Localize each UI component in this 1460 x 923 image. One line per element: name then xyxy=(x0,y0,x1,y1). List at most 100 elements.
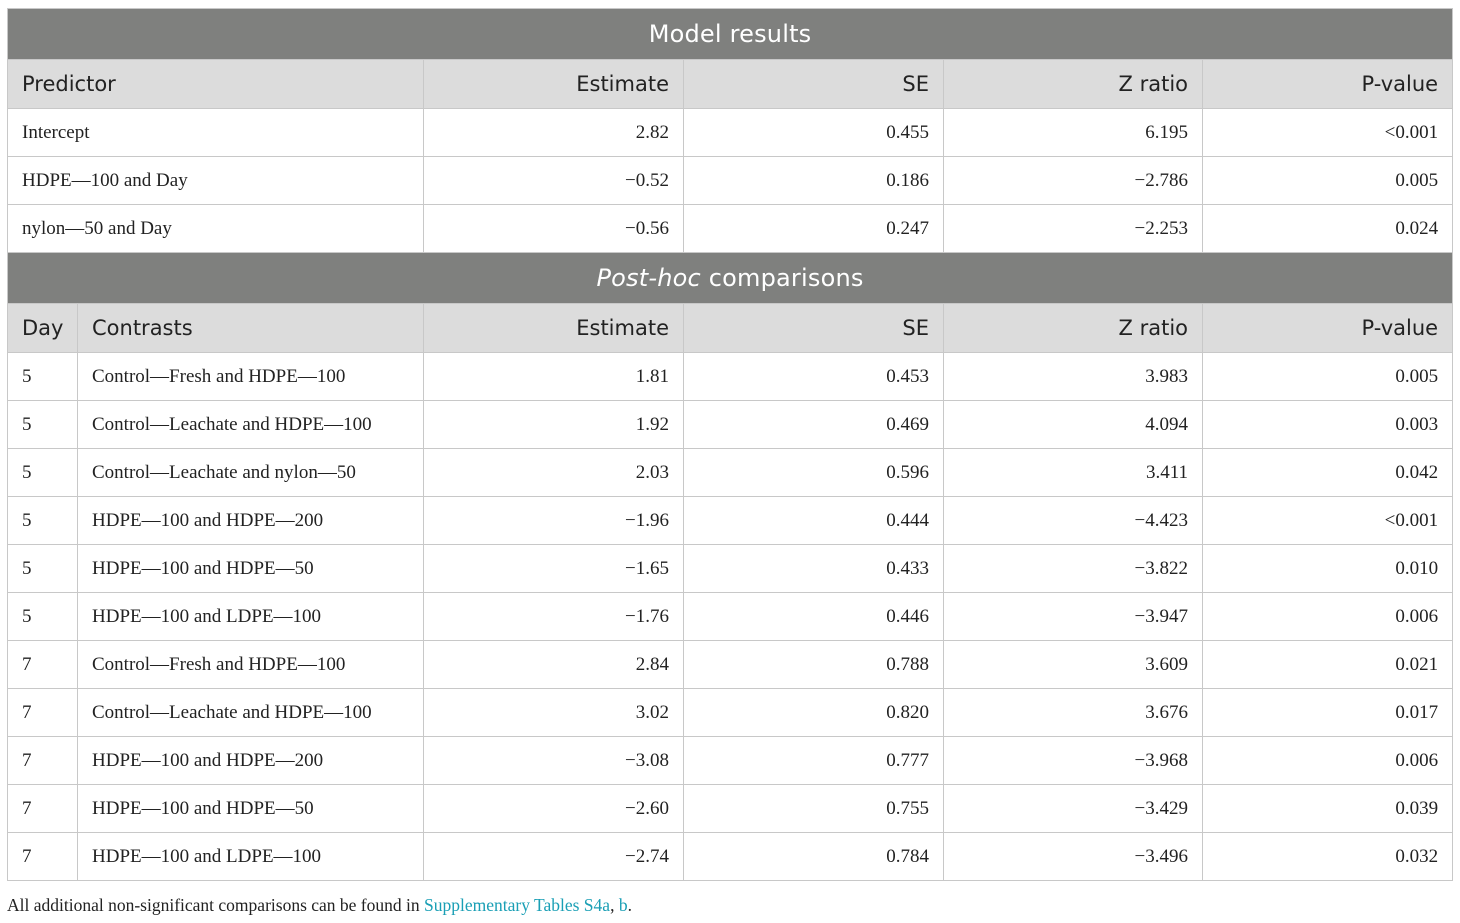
results-table: Model results Predictor Estimate SE Z ratio… xyxy=(6,8,1454,881)
estimate-cell: 3.02 xyxy=(423,688,684,737)
contrast-cell: Control—Leachate and HDPE—100 xyxy=(77,400,424,449)
posthoc-title-rest: comparisons xyxy=(700,264,864,292)
footnote-end: . xyxy=(627,895,632,915)
model-table-row: HDPE—100 and Day −0.52 0.186 −2.786 0.005 xyxy=(7,156,1454,205)
estimate-cell: 1.81 xyxy=(423,352,684,401)
p-value-cell: 0.032 xyxy=(1201,832,1454,881)
z-ratio-cell: 6.195 xyxy=(943,108,1203,157)
z-ratio-cell: 4.094 xyxy=(943,400,1203,449)
z-ratio-cell: −3.496 xyxy=(943,832,1203,881)
se-cell: 0.788 xyxy=(683,640,944,689)
header-estimate: Estimate xyxy=(423,59,684,109)
estimate-cell: −1.76 xyxy=(423,592,684,641)
footnote-separator: , xyxy=(610,895,619,915)
z-ratio-cell: 3.983 xyxy=(943,352,1203,401)
posthoc-title-italic: Post-hoc xyxy=(596,264,701,292)
se-cell: 0.777 xyxy=(683,736,944,785)
z-ratio-cell: −2.253 xyxy=(943,204,1203,253)
posthoc-table-row: 5 Control—Leachate and nylon—50 2.03 0.596 3… xyxy=(7,448,1454,497)
estimate-cell: −2.74 xyxy=(423,832,684,881)
supplementary-table-b-link[interactable]: b xyxy=(618,895,628,915)
posthoc-table-row: 7 Control—Fresh and HDPE—100 2.84 0.788 3.60… xyxy=(7,640,1454,689)
predictor-cell: HDPE—100 and Day xyxy=(7,156,424,205)
posthoc-table-row: 5 HDPE—100 and HDPE—50 −1.65 0.433 −3.822 0.0… xyxy=(7,544,1454,593)
posthoc-header-row: Day Contrasts Estimate SE Z ratio P-value xyxy=(7,303,1454,353)
contrast-cell: HDPE—100 and HDPE—200 xyxy=(77,496,424,545)
posthoc-table-row: 7 Control—Leachate and HDPE—100 3.02 0.820 3… xyxy=(7,688,1454,737)
supplementary-table-s4a-link[interactable]: Supplementary Tables S4a xyxy=(424,895,611,915)
day-cell: 5 xyxy=(7,352,78,401)
day-cell: 5 xyxy=(7,496,78,545)
p-value-cell: 0.042 xyxy=(1201,448,1454,497)
footnote-text: All additional non-significant compariso… xyxy=(7,895,424,915)
contrast-cell: HDPE—100 and LDPE—100 xyxy=(77,832,424,881)
day-cell: 5 xyxy=(7,592,78,641)
posthoc-table-row: 7 HDPE—100 and HDPE—50 −2.60 0.755 −3.429 0.0… xyxy=(7,784,1454,833)
p-value-cell: 0.021 xyxy=(1201,640,1454,689)
estimate-cell: 1.92 xyxy=(423,400,684,449)
header-se: SE xyxy=(683,303,944,353)
se-cell: 0.446 xyxy=(683,592,944,641)
p-value-cell: 0.024 xyxy=(1201,204,1454,253)
z-ratio-cell: −4.423 xyxy=(943,496,1203,545)
estimate-cell: −1.65 xyxy=(423,544,684,593)
z-ratio-cell: −3.822 xyxy=(943,544,1203,593)
day-cell: 7 xyxy=(7,784,78,833)
se-cell: 0.453 xyxy=(683,352,944,401)
z-ratio-cell: 3.411 xyxy=(943,448,1203,497)
estimate-cell: −3.08 xyxy=(423,736,684,785)
header-p-value: P-value xyxy=(1201,59,1454,109)
estimate-cell: 2.03 xyxy=(423,448,684,497)
day-cell: 7 xyxy=(7,640,78,689)
results-table-body: Model results Predictor Estimate SE Z ratio… xyxy=(6,8,1454,881)
contrast-cell: Control—Fresh and HDPE—100 xyxy=(77,640,424,689)
header-se: SE xyxy=(683,59,944,109)
header-predictor: Predictor xyxy=(7,59,424,109)
p-value-cell: <0.001 xyxy=(1201,496,1454,545)
contrast-cell: HDPE—100 and LDPE—100 xyxy=(77,592,424,641)
day-cell: 7 xyxy=(7,832,78,881)
posthoc-table-row: 5 HDPE—100 and HDPE—200 −1.96 0.444 −4.423 <0… xyxy=(7,496,1454,545)
estimate-cell: −0.52 xyxy=(423,156,684,205)
z-ratio-cell: −3.968 xyxy=(943,736,1203,785)
posthoc-table-row: 5 Control—Leachate and HDPE—100 1.92 0.469 4… xyxy=(7,400,1454,449)
header-contrasts: Contrasts xyxy=(77,303,424,353)
p-value-cell: 0.006 xyxy=(1201,736,1454,785)
predictor-cell: nylon—50 and Day xyxy=(7,204,424,253)
se-cell: 0.455 xyxy=(683,108,944,157)
model-table-row: nylon—50 and Day −0.56 0.247 −2.253 0.024 xyxy=(7,204,1454,253)
posthoc-table-row: 7 HDPE—100 and HDPE—200 −3.08 0.777 −3.968 0.… xyxy=(7,736,1454,785)
z-ratio-cell: −3.429 xyxy=(943,784,1203,833)
se-cell: 0.469 xyxy=(683,400,944,449)
z-ratio-cell: 3.676 xyxy=(943,688,1203,737)
z-ratio-cell: 3.609 xyxy=(943,640,1203,689)
p-value-cell: <0.001 xyxy=(1201,108,1454,157)
posthoc-comparisons-title: Post-hoc comparisons xyxy=(6,252,1454,304)
se-cell: 0.186 xyxy=(683,156,944,205)
predictor-cell: Intercept xyxy=(7,108,424,157)
se-cell: 0.784 xyxy=(683,832,944,881)
day-cell: 5 xyxy=(7,448,78,497)
header-estimate: Estimate xyxy=(423,303,684,353)
header-p-value: P-value xyxy=(1201,303,1454,353)
posthoc-title-row: Post-hoc comparisons xyxy=(6,252,1454,304)
se-cell: 0.820 xyxy=(683,688,944,737)
p-value-cell: 0.005 xyxy=(1201,352,1454,401)
contrast-cell: HDPE—100 and HDPE—200 xyxy=(77,736,424,785)
model-table-row: Intercept 2.82 0.455 6.195 <0.001 xyxy=(7,108,1454,157)
day-cell: 5 xyxy=(7,544,78,593)
p-value-cell: 0.005 xyxy=(1201,156,1454,205)
z-ratio-cell: −3.947 xyxy=(943,592,1203,641)
model-results-title: Model results xyxy=(6,8,1454,60)
p-value-cell: 0.003 xyxy=(1201,400,1454,449)
p-value-cell: 0.010 xyxy=(1201,544,1454,593)
z-ratio-cell: −2.786 xyxy=(943,156,1203,205)
day-cell: 7 xyxy=(7,688,78,737)
model-header-row: Predictor Estimate SE Z ratio P-value xyxy=(7,59,1454,109)
posthoc-table-row: 5 Control—Fresh and HDPE—100 1.81 0.453 3.98… xyxy=(7,352,1454,401)
contrast-cell: Control—Leachate and nylon—50 xyxy=(77,448,424,497)
contrast-cell: Control—Leachate and HDPE—100 xyxy=(77,688,424,737)
estimate-cell: −2.60 xyxy=(423,784,684,833)
estimate-cell: 2.84 xyxy=(423,640,684,689)
p-value-cell: 0.006 xyxy=(1201,592,1454,641)
